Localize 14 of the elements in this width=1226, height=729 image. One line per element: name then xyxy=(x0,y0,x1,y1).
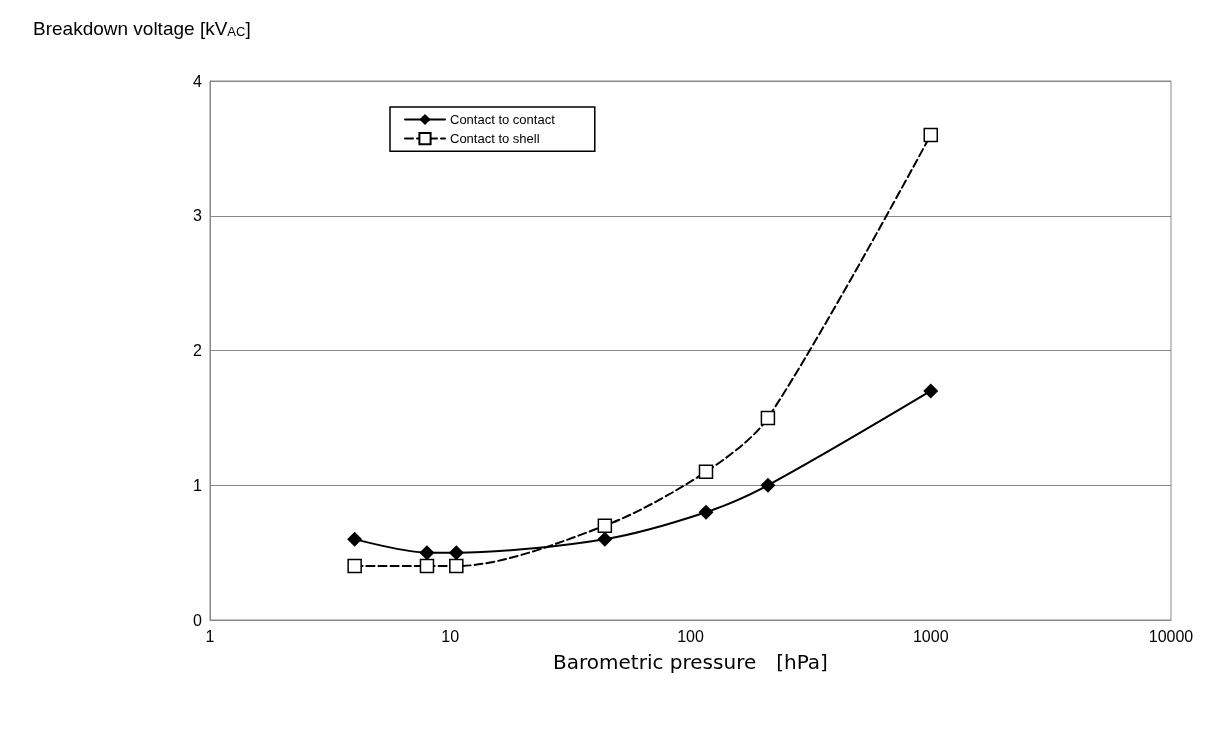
x-tick-label: 1 xyxy=(205,627,215,645)
x-tick-label: 10000 xyxy=(1148,627,1194,645)
legend-label: Contact to contact xyxy=(450,112,556,127)
legend-label: Contact to shell xyxy=(450,131,540,147)
x-tick-label: 10 xyxy=(441,627,460,645)
y-tick-label: 3 xyxy=(193,207,203,225)
y-axis-title: Breakdown voltage [kVAC] xyxy=(33,18,251,39)
y-tick-label: 1 xyxy=(193,476,203,494)
y-tick-label: 2 xyxy=(193,342,203,359)
y-tick-label: 4 xyxy=(193,72,203,90)
x-tick-label: 1000 xyxy=(912,627,949,645)
y-tick-label: 0 xyxy=(193,611,203,629)
x-axis-title: Barometric pressure [hPa] xyxy=(553,650,828,674)
x-tick-label: 100 xyxy=(677,627,704,645)
